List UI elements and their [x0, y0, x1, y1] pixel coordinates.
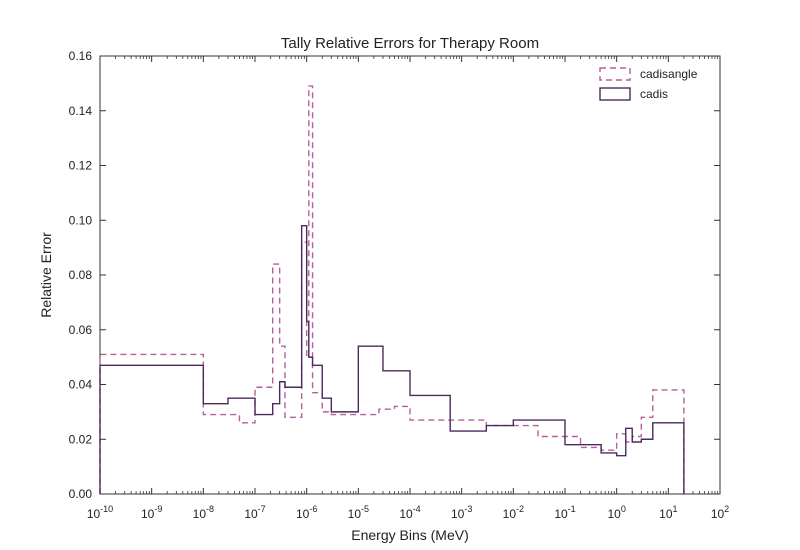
legend-swatch-cadis — [599, 87, 631, 101]
x-tick-label: 10-8 — [193, 504, 214, 521]
y-tick-label: 0.12 — [69, 159, 93, 173]
x-tick-label: 101 — [659, 504, 677, 521]
y-tick-label: 0.08 — [69, 268, 93, 282]
y-tick-label: 0.16 — [69, 49, 93, 63]
legend-label-cadisangle: cadisangle — [640, 67, 698, 81]
x-tick-label: 10-6 — [296, 504, 317, 521]
x-tick-label: 100 — [607, 504, 625, 521]
legend-swatch-cadisangle — [599, 67, 631, 81]
y-tick-label: 0.14 — [69, 104, 93, 118]
plot-area — [99, 55, 721, 495]
y-axis-label: Relative Error — [38, 232, 54, 318]
y-axis-ticks: 0.00 0.02 0.04 0.06 0.08 0.10 0.12 0.14 0.16 — [69, 49, 720, 501]
x-axis-ticks: 10-10 10-9 10-8 10-7 10-6 10-5 10-4 10-3 10-2 10-… — [87, 56, 729, 521]
x-tick-label: 10-3 — [451, 504, 472, 521]
x-tick-label: 102 — [711, 504, 729, 521]
x-tick-label: 10-2 — [503, 504, 524, 521]
legend-label-cadis: cadis — [640, 87, 668, 101]
legend: cadisangle cadis — [599, 67, 698, 101]
x-axis-label: Energy Bins (MeV) — [351, 527, 468, 543]
chart-title: Tally Relative Errors for Therapy Room — [281, 35, 539, 52]
x-tick-label: 10-1 — [554, 504, 575, 521]
series-line-cadis — [99, 225, 685, 494]
y-tick-label: 0.02 — [69, 432, 93, 446]
series-layer — [99, 85, 685, 494]
x-tick-label: 10-7 — [244, 504, 265, 521]
y-tick-label: 0.10 — [69, 213, 93, 227]
x-tick-label: 10-9 — [141, 504, 162, 521]
x-tick-label: 10-4 — [399, 504, 420, 521]
y-tick-label: 0.06 — [69, 323, 93, 337]
x-tick-label: 10-10 — [87, 504, 113, 521]
y-tick-label: 0.04 — [69, 378, 93, 392]
x-tick-label: 10-5 — [348, 504, 369, 521]
y-tick-label: 0.00 — [69, 487, 93, 501]
